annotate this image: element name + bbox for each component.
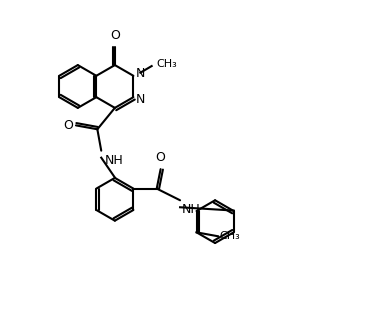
Text: O: O (110, 29, 120, 42)
Text: O: O (63, 119, 73, 132)
Text: O: O (156, 151, 166, 164)
Text: CH₃: CH₃ (156, 59, 177, 69)
Text: N: N (135, 67, 145, 80)
Text: N: N (135, 93, 145, 105)
Text: NH: NH (182, 203, 200, 216)
Text: NH: NH (104, 154, 123, 167)
Text: CH₃: CH₃ (219, 231, 240, 241)
